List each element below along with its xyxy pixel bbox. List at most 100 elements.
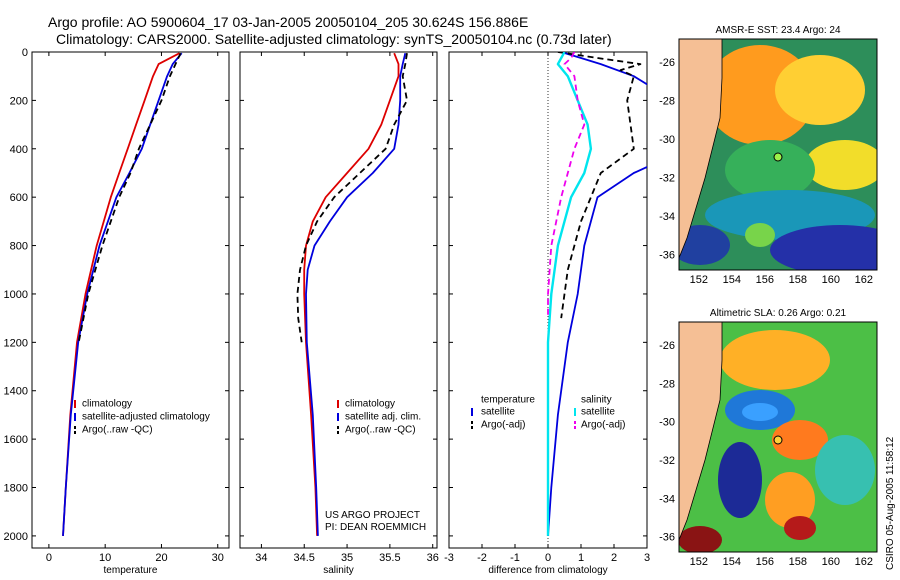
sla-map-xtick-label: 152 (690, 556, 708, 568)
sst-map-ytick-label: -36 (659, 250, 675, 262)
timestamp-label: CSIRO 05-Aug-2005 11:58:12 (885, 436, 896, 570)
sst-cold-south (770, 225, 877, 270)
temperature-legend: climatology satellite-adjusted climatolo… (74, 399, 210, 436)
sst-map-xtick-label: 154 (723, 274, 741, 286)
sst-map-xtick-label: 158 (789, 274, 807, 286)
legend-label-climatology: climatology (345, 399, 395, 410)
sla-positive-center (772, 420, 828, 460)
difference-xtick-label: -2 (477, 552, 487, 564)
salinity-xlabel: salinity (323, 565, 354, 576)
temperature-xtick-label: 10 (99, 552, 111, 564)
legend-label-argo: Argo(..raw -QC) (82, 425, 153, 436)
temperature-xtick-label: 0 (46, 552, 52, 564)
sst-map-ytick-label: -28 (659, 96, 675, 108)
sla-map-title: Altimetric SLA: 0.26 Argo: 0.21 (710, 308, 847, 319)
sst-warm-patch-east (805, 140, 877, 190)
sst-map-xtick-label: 160 (822, 274, 840, 286)
sst-map-ytick-label: -26 (659, 57, 675, 69)
sla-map-ytick-label: -28 (659, 378, 675, 390)
sst-map-xtick-label: 152 (690, 274, 708, 286)
difference-series-salinity-satellite (546, 52, 593, 536)
sla-high-core (784, 516, 816, 540)
temperature-series-climatology (62, 52, 180, 536)
salinity-series-argo-raw-qc (296, 53, 408, 343)
legend-label-argo: Argo(..raw -QC) (345, 425, 416, 436)
sst-mid-patch (725, 140, 815, 200)
legend-label-satellite: satellite adj. clim. (345, 412, 421, 423)
salinity-xtick-label: 34.5 (294, 552, 315, 564)
sla-positive-north (720, 330, 830, 390)
legend-title-salinity: salinity (581, 395, 612, 406)
sst-green-eddy (745, 223, 775, 247)
sla-map-ytick-label: -26 (659, 340, 675, 352)
sst-land (679, 39, 723, 259)
sla-map-ytick-label: -36 (659, 532, 675, 544)
series-layer (62, 52, 647, 536)
sla-negative-core (742, 403, 778, 421)
sla-map-frame (678, 321, 878, 553)
salinity-xtick-label: 35.5 (379, 552, 400, 564)
figure-title-line-1: Argo profile: AO 5900604_17 03-Jan-2005 … (48, 14, 529, 30)
temperature-ytick-label: 600 (10, 192, 28, 204)
temperature-plot-frame (31, 51, 230, 549)
sla-map-xtick-label: 160 (822, 556, 840, 568)
sst-map-frame (678, 38, 878, 271)
legend-label-climatology: climatology (82, 399, 132, 410)
sla-map-ytick-label: -30 (659, 417, 675, 429)
salinity-legend: climatology satellite adj. clim. Argo(..… (337, 399, 421, 436)
sla-map-xtick-label: 156 (756, 556, 774, 568)
temperature-ytick-label: 1800 (4, 483, 28, 495)
sla-map-image (679, 322, 877, 552)
sla-teal-east (815, 435, 875, 505)
axes-layer: 0 10 20 30temperature0200400600800100012001… (4, 47, 873, 576)
legend-label-satellite: satellite-adjusted climatology (82, 412, 210, 423)
temperature-series-satellite-adjusted-climatology (62, 52, 183, 536)
temperature-ytick-label: 0 (22, 47, 28, 59)
sst-map-xtick-label: 162 (855, 274, 873, 286)
temperature-xtick-label: 20 (155, 552, 167, 564)
difference-xtick-label: -3 (444, 552, 454, 564)
temperature-xtick-label: 30 (212, 552, 224, 564)
sst-map-ytick-label: -34 (659, 211, 675, 223)
temperature-ytick-label: 200 (10, 95, 28, 107)
sst-map-image (679, 39, 877, 270)
temperature-xlabel: temperature (104, 565, 158, 576)
temperature-ytick-label: 1600 (4, 434, 28, 446)
sla-positive-south (765, 472, 815, 528)
legend-title-temperature: temperature (481, 395, 535, 406)
legend-label-temp-argo: Argo(-adj) (481, 420, 525, 431)
temperature-series-argo-raw-qc (77, 52, 182, 343)
temperature-ytick-label: 1200 (4, 337, 28, 349)
temperature-ytick-label: 1000 (4, 289, 28, 301)
legend-label-sal-argo: Argo(-adj) (581, 420, 625, 431)
sla-deep-low (718, 442, 762, 518)
legend-label-temp-satellite: satellite (481, 407, 515, 418)
difference-series-temperature-argo-adj (557, 52, 642, 319)
temperature-ytick-label: 400 (10, 144, 28, 156)
difference-series-temperature-satellite (547, 52, 647, 536)
salinity-xtick-label: 36 (427, 552, 439, 564)
difference-xtick-label: 0 (545, 552, 551, 564)
salinity-series-satellite-adj-clim (305, 52, 407, 536)
sla-map-xtick-label: 154 (723, 556, 741, 568)
sst-map-ytick-label: -30 (659, 134, 675, 146)
sst-warm-core (775, 55, 865, 125)
figure-title-line-2: Climatology: CARS2000. Satellite-adjuste… (56, 31, 612, 47)
salinity-xtick-label: 35 (341, 552, 353, 564)
salinity-xtick-label: 34 (255, 552, 267, 564)
sst-argo-marker (773, 152, 783, 162)
difference-xtick-label: -1 (510, 552, 520, 564)
sst-map-xtick-label: 156 (756, 274, 774, 286)
difference-xlabel: difference from climatology (488, 565, 607, 576)
pi-label: PI: DEAN ROEMMICH (325, 522, 426, 533)
difference-xtick-label: 3 (644, 552, 650, 564)
difference-xtick-label: 2 (611, 552, 617, 564)
difference-legend: temperature satellite Argo(-adj) salinit… (471, 395, 625, 431)
difference-xtick-label: 1 (578, 552, 584, 564)
temperature-ytick-label: 1400 (4, 386, 28, 398)
temperature-ytick-label: 800 (10, 241, 28, 253)
sla-argo-marker (773, 435, 783, 445)
sla-high-southwest (679, 526, 722, 552)
sla-map-xtick-label: 162 (855, 556, 873, 568)
